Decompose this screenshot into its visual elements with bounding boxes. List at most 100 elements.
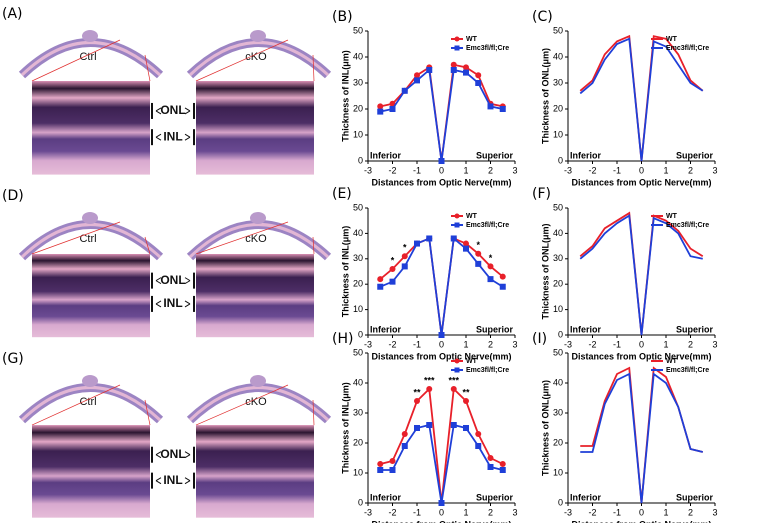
- layer-arrow: [155, 477, 191, 485]
- eye-section-inner: [20, 41, 162, 77]
- y-tick-label: 0: [358, 329, 363, 339]
- zoom-line: [312, 236, 315, 255]
- point: [499, 273, 506, 280]
- y-tick-label: 20: [353, 279, 363, 289]
- point: [450, 386, 457, 392]
- y-tick-label: 10: [553, 129, 563, 139]
- y-tick-label: 20: [553, 437, 563, 447]
- point: [389, 265, 396, 272]
- optic-nerve: [250, 30, 266, 42]
- point: [487, 263, 494, 270]
- x-tick-label: 0: [639, 165, 644, 175]
- zoom-line: [312, 54, 315, 82]
- x-tick-label: 2: [488, 339, 493, 349]
- point: [414, 240, 420, 247]
- y-tick-label: 40: [553, 377, 563, 387]
- y-axis-label: Thickness of ONL(μm): [540, 223, 550, 319]
- panel-label: (H): [332, 331, 353, 347]
- note: Inferior: [370, 324, 402, 334]
- zoom-line: [31, 39, 121, 82]
- series-line: [579, 214, 703, 336]
- x-tick-label: -2: [588, 339, 596, 349]
- point: [463, 398, 469, 404]
- legend-label: WT: [466, 358, 478, 365]
- zoom-line: [31, 221, 121, 255]
- x-tick-label: 0: [639, 339, 644, 349]
- x-tick-label: -3: [564, 339, 572, 349]
- point: [401, 253, 408, 260]
- legend-marker: [454, 45, 460, 51]
- y-axis-label: Thickness of ONL(μm): [540, 48, 550, 144]
- y-tick-label: 30: [353, 407, 363, 417]
- point: [426, 422, 433, 428]
- note: Inferior: [370, 150, 402, 160]
- point: [401, 431, 408, 437]
- retina-image: [32, 81, 150, 175]
- series-line: [579, 37, 704, 162]
- significance: *: [391, 255, 395, 265]
- legend-marker: [454, 213, 460, 219]
- y-tick-label: 40: [353, 51, 363, 61]
- x-axis-label: Distances from Optic Nerve(mm): [371, 519, 511, 523]
- significance: *: [489, 253, 493, 263]
- point: [475, 431, 482, 437]
- significance: *: [476, 240, 480, 250]
- x-tick-label: 2: [688, 507, 693, 517]
- x-axis-label: Distances from Optic Nerve(mm): [571, 177, 711, 187]
- x-tick-label: 3: [512, 165, 517, 175]
- series-line: [579, 34, 704, 162]
- point: [499, 461, 506, 467]
- point: [463, 245, 469, 252]
- point: [389, 467, 396, 473]
- x-tick-label: 1: [663, 339, 668, 349]
- significance: *: [403, 243, 407, 253]
- series-line: [580, 366, 703, 504]
- legend-label: Emc3fl/fl;Cre: [666, 367, 709, 374]
- point: [487, 103, 494, 110]
- optic-nerve: [250, 212, 266, 224]
- point: [499, 467, 506, 473]
- layer-label: INL: [163, 296, 182, 310]
- note: Inferior: [570, 150, 602, 160]
- optic-nerve: [82, 212, 98, 224]
- optic-nerve: [82, 30, 98, 42]
- x-tick-label: -2: [388, 507, 396, 517]
- y-tick-label: 40: [353, 377, 363, 387]
- point: [389, 458, 396, 464]
- x-tick-label: 1: [463, 507, 468, 517]
- legend-marker: [454, 222, 460, 228]
- layer-label: INL: [163, 473, 182, 487]
- retina-image: [196, 425, 314, 518]
- x-tick-label: 2: [688, 339, 693, 349]
- layer-arrow: [155, 107, 191, 115]
- point: [450, 422, 457, 428]
- zoom-line: [31, 384, 121, 426]
- panel-label: (G): [2, 351, 24, 367]
- legend-label: WT: [466, 36, 478, 43]
- legend-label: WT: [666, 213, 678, 220]
- legend-marker: [454, 367, 460, 373]
- point: [475, 260, 482, 267]
- y-tick-label: 20: [553, 103, 563, 113]
- x-axis-label: Distances from Optic Nerve(mm): [371, 351, 511, 361]
- series-line: [379, 236, 504, 336]
- legend-label: Emc3fl/fl;Cre: [466, 45, 509, 52]
- y-tick-label: 50: [553, 25, 563, 35]
- zoom-line: [144, 54, 151, 82]
- image-label: Ctrl: [79, 51, 96, 63]
- eye-section-inner: [20, 386, 162, 422]
- image-label: cKO: [245, 396, 267, 408]
- point: [475, 80, 482, 86]
- point: [414, 398, 420, 404]
- zoom-line: [195, 39, 289, 82]
- point: [377, 467, 384, 473]
- significance: **: [462, 387, 470, 397]
- y-tick-label: 30: [553, 407, 563, 417]
- note: Superior: [676, 492, 714, 502]
- note: Superior: [476, 324, 514, 334]
- x-tick-label: -1: [413, 339, 421, 349]
- point: [463, 64, 469, 71]
- point: [377, 108, 384, 115]
- x-axis-label: Distances from Optic Nerve(mm): [371, 177, 511, 187]
- image-label: cKO: [245, 51, 267, 63]
